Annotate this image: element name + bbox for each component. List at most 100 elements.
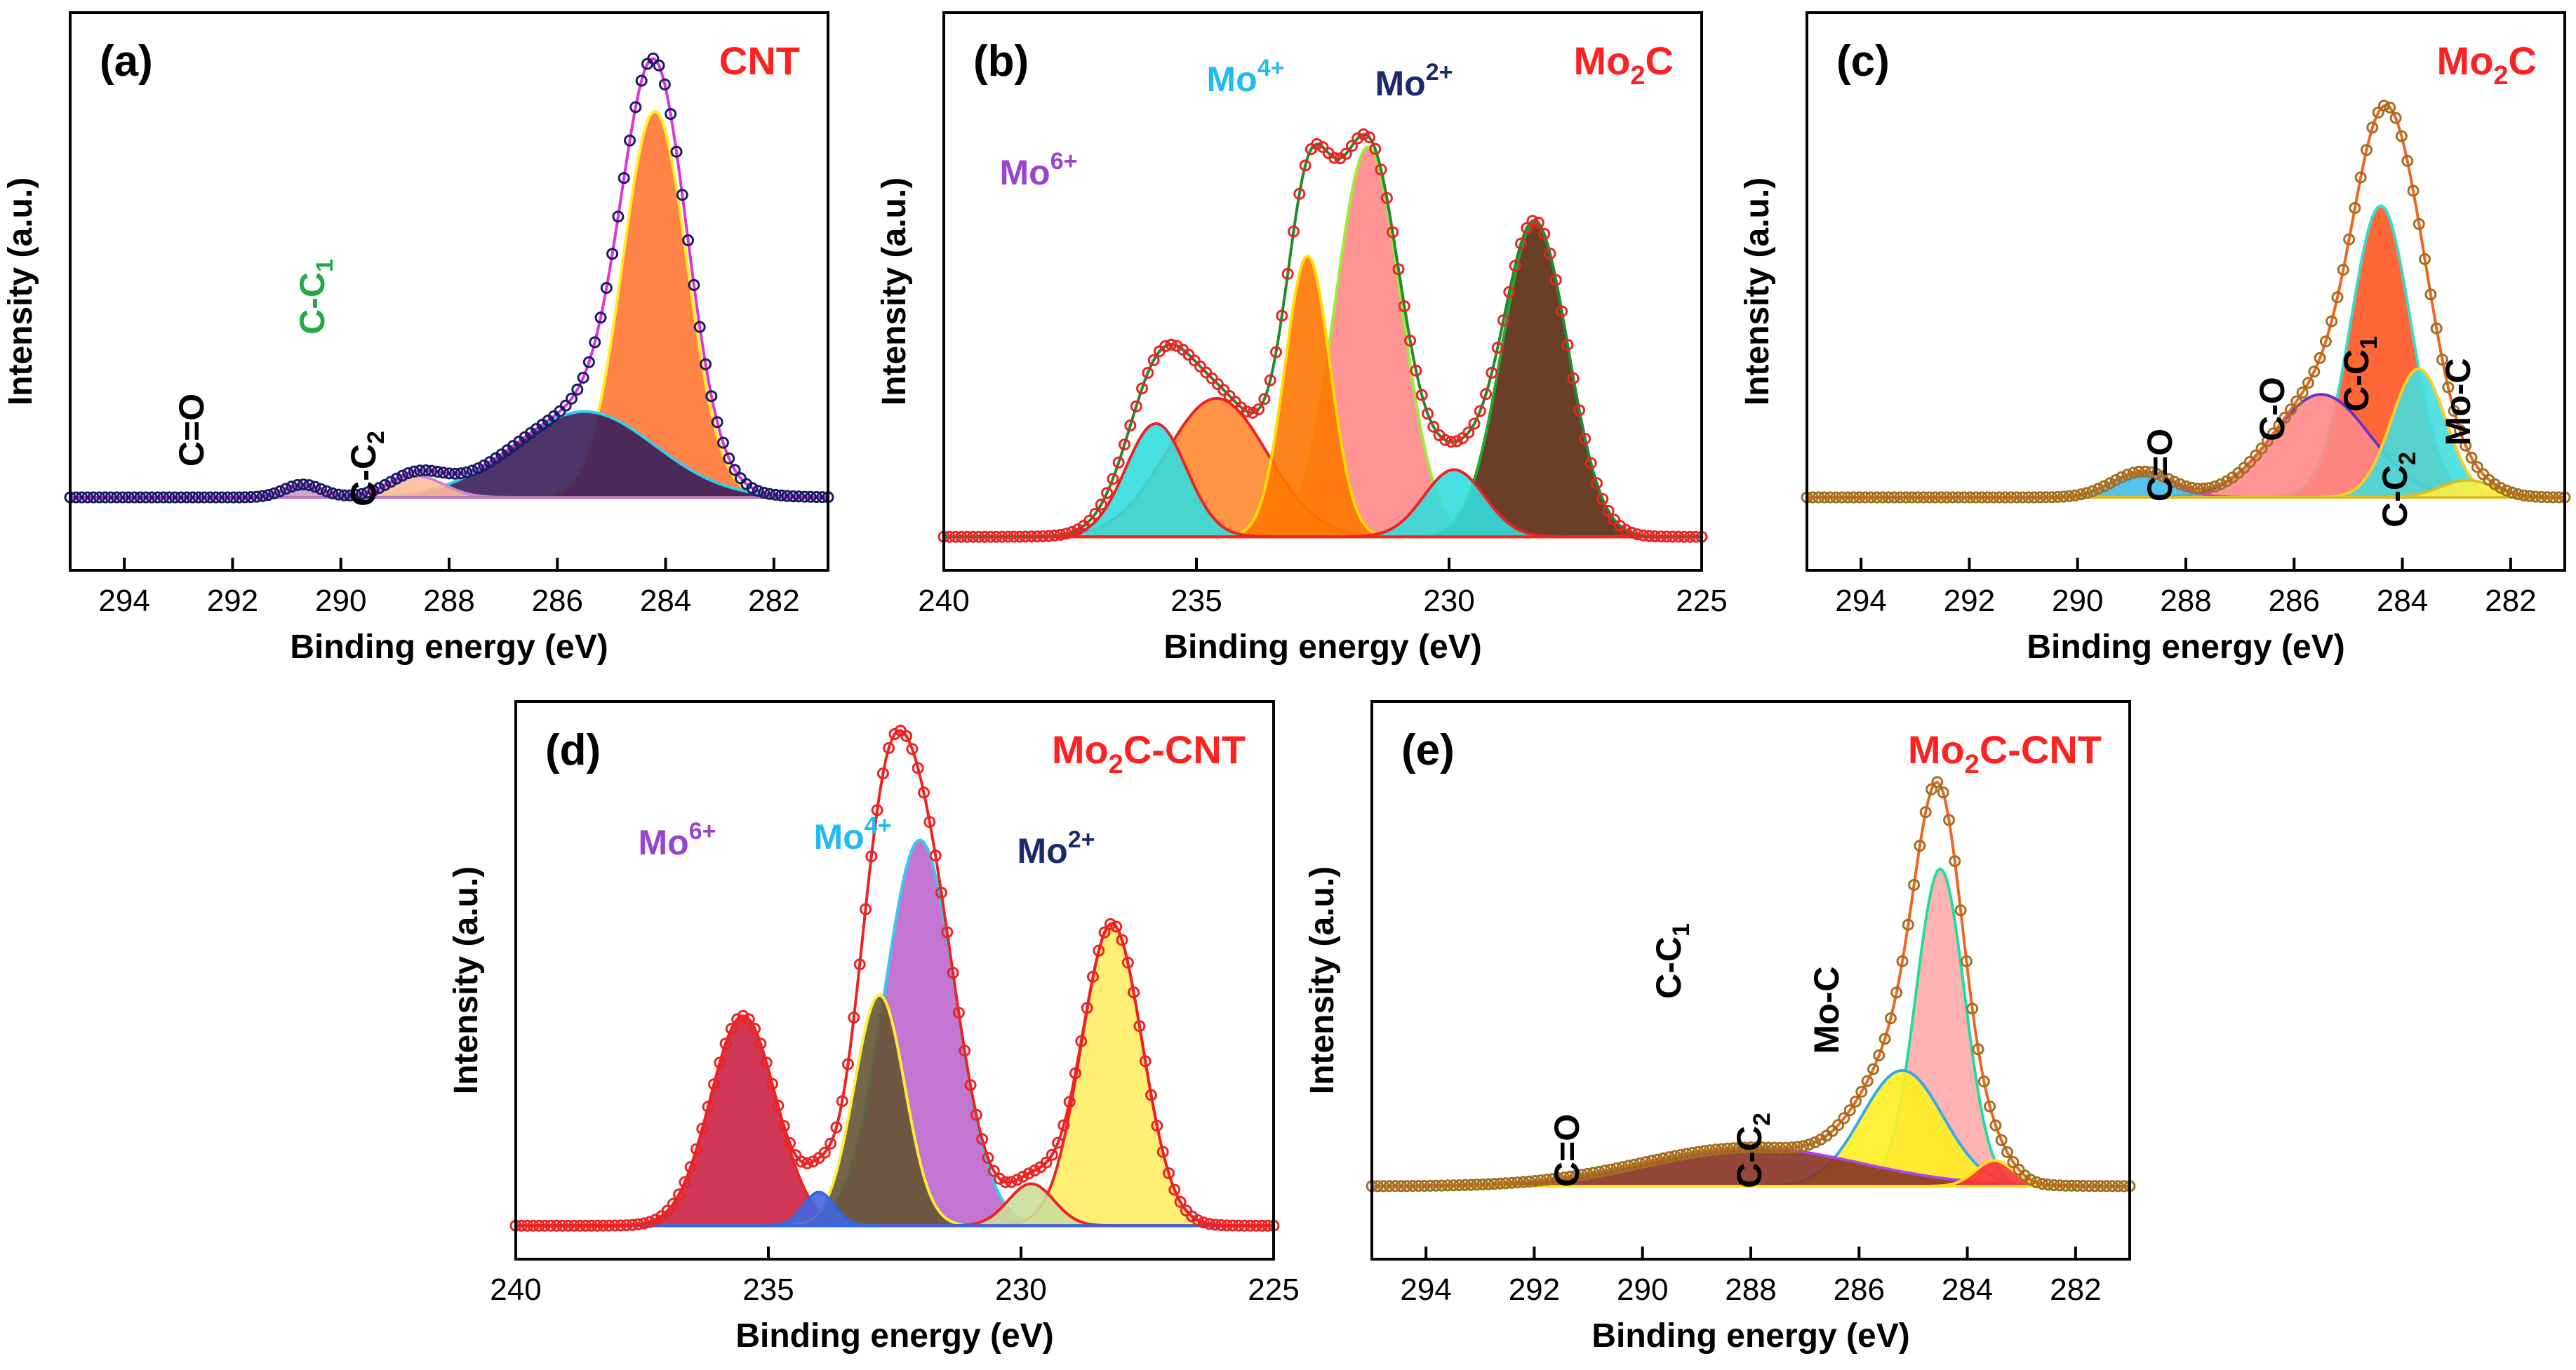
peak-annotation: Mo-C (1807, 967, 1846, 1054)
data-point (2191, 483, 2204, 495)
data-point (1174, 1195, 1187, 1208)
data-point (466, 464, 479, 477)
data-point (1914, 840, 1926, 852)
data-point (1873, 1049, 1886, 1061)
data-point (760, 1056, 773, 1069)
data-point (1168, 1183, 1181, 1196)
peak-annotation: C=O (172, 394, 211, 466)
data-point (848, 1012, 860, 1023)
peak-annotation: C-C1 (1649, 923, 1695, 999)
data-point (2109, 474, 2122, 486)
data-point (1494, 1177, 1507, 1190)
data-point (1401, 1180, 1413, 1193)
data-point (1663, 1151, 1676, 1164)
data-point (696, 1122, 709, 1135)
data-point (2442, 381, 2455, 394)
panel-b: 240 235 230 225 Binding energy (eV) Intensity… (876, 11, 1728, 666)
data-point (1511, 1176, 1524, 1189)
sample-label: CNT (719, 39, 800, 83)
data-point (2127, 466, 2140, 479)
data-point (1681, 1148, 1693, 1160)
data-point (210, 491, 222, 504)
peak-annotation: C-O (2253, 377, 2292, 441)
data-point (157, 491, 170, 504)
data-point (918, 786, 930, 799)
data-point (2086, 485, 2099, 497)
data-point (860, 903, 872, 915)
data-point (1369, 142, 1382, 155)
data-point (990, 530, 1003, 543)
data-point (1596, 492, 1609, 505)
x-tick-label: 294 (1835, 584, 1886, 618)
data-point (2430, 322, 2443, 335)
data-point (1163, 1167, 1175, 1179)
data-point (215, 491, 228, 504)
data-point (947, 967, 959, 979)
x-tick-label: 292 (1944, 584, 1995, 618)
data-point (1281, 267, 1294, 280)
data-point (1244, 1219, 1257, 1232)
data-point (2088, 1180, 2101, 1193)
data-point (1808, 1136, 1821, 1149)
data-point (2325, 315, 2338, 328)
x-tick-label: 225 (1676, 584, 1727, 618)
data-point (673, 1188, 686, 1201)
data-point (2162, 473, 2175, 485)
data-point (2495, 481, 2507, 494)
data-point (1634, 1157, 1646, 1169)
data-point (379, 478, 392, 491)
data-point (175, 491, 187, 504)
data-point (1497, 314, 1509, 326)
panel-label: (b) (973, 37, 1029, 86)
x-tick-label: 240 (490, 1272, 541, 1307)
peak-annotation: C-C1 (2337, 336, 2382, 412)
data-point (76, 491, 88, 504)
data-point (1949, 855, 1961, 868)
data-point (2139, 465, 2151, 478)
data-point (1328, 152, 1341, 164)
data-point (326, 487, 339, 499)
data-point (746, 482, 759, 495)
data-point (731, 1013, 744, 1026)
data-point (1130, 400, 1142, 412)
data-point (443, 467, 455, 480)
data-point (1906, 491, 1918, 504)
data-point (784, 1136, 796, 1149)
data-point (2197, 483, 2210, 495)
data-point (2354, 171, 2367, 184)
data-point (431, 466, 443, 478)
data-point (1791, 1141, 1803, 1153)
data-point (766, 1077, 778, 1090)
data-point (603, 1219, 615, 1232)
data-point (1628, 1158, 1641, 1171)
data-point (1110, 920, 1123, 933)
data-point (349, 489, 362, 502)
data-markers (509, 725, 1280, 1232)
data-point (2046, 491, 2058, 504)
data-point (2081, 487, 2093, 499)
data-point (1581, 1167, 1594, 1180)
data-point (1415, 389, 1428, 401)
data-point (1093, 944, 1105, 957)
data-point (2071, 1179, 2083, 1192)
data-point (1655, 530, 1667, 543)
data-point (1832, 1119, 1845, 1131)
data-point (1625, 526, 1638, 539)
data-point (1124, 419, 1137, 431)
data-point (1605, 1163, 1617, 1176)
data-point (600, 282, 613, 294)
data-point (1239, 1219, 1250, 1232)
data-point (959, 1045, 971, 1057)
data-point (1036, 530, 1049, 542)
data-point (1022, 1167, 1035, 1180)
data-point (2395, 130, 2408, 142)
data-point (1523, 1175, 1535, 1188)
data-point (559, 399, 572, 412)
data-point (955, 530, 968, 543)
data-point (1999, 491, 2011, 504)
x-tick-label: 230 (1423, 584, 1474, 618)
data-point (1982, 491, 1994, 504)
data-point (367, 484, 380, 497)
data-point (2034, 491, 2046, 504)
data-point (725, 1023, 738, 1035)
